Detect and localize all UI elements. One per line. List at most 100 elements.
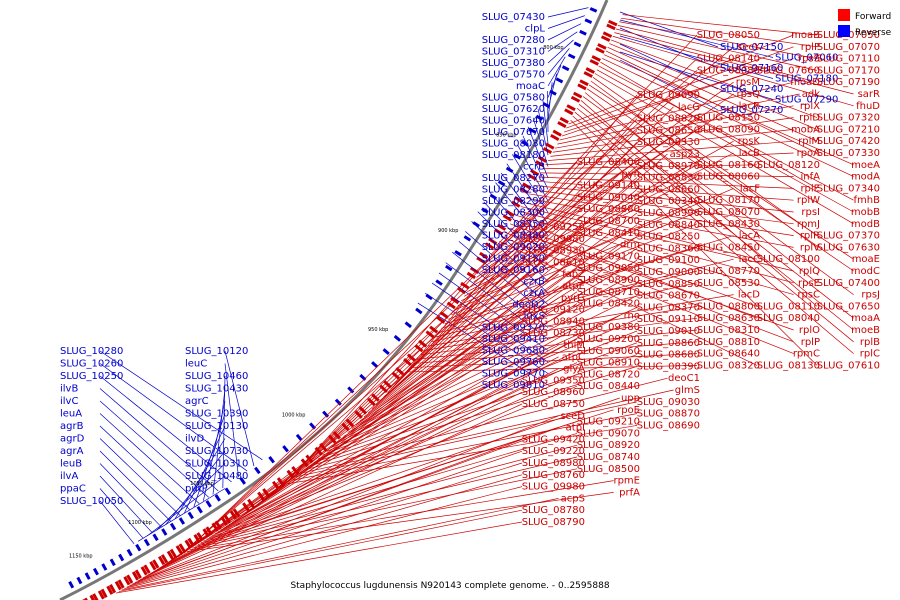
reverse-gene-label[interactable]: SLUG_08180 <box>482 150 545 161</box>
forward-gene-label[interactable]: rpmC <box>793 349 820 360</box>
forward-gene-label[interactable]: SLUG_08930 <box>522 246 585 257</box>
reverse-gene-label[interactable]: SLUG_09680 <box>482 346 545 357</box>
forward-gene-label[interactable]: asp23 <box>670 149 700 160</box>
reverse-gene-label[interactable]: SLUG_10730 <box>185 446 248 457</box>
forward-gene-label[interactable]: acpS <box>561 493 585 504</box>
forward-gene-label[interactable]: SLUG_08750 <box>522 399 585 410</box>
forward-gene-label[interactable]: SLUG_08920 <box>577 440 640 451</box>
forward-gene-label[interactable]: rplO <box>799 325 820 336</box>
forward-gene-label[interactable]: SLUG_07610 <box>817 360 880 371</box>
forward-gene-label[interactable]: SLUG_08790 <box>522 517 585 528</box>
forward-gene-label[interactable]: moaA <box>851 313 880 324</box>
forward-gene-label[interactable]: rplX <box>800 101 820 112</box>
reverse-gene-label[interactable]: ilvB <box>60 384 78 395</box>
forward-gene-label[interactable]: moaE <box>852 254 880 265</box>
forward-gene-label[interactable]: SLUG_08680 <box>637 350 700 361</box>
reverse-gene-label[interactable]: SLUG_07580 <box>482 93 545 104</box>
forward-gene-label[interactable]: modC <box>851 266 880 277</box>
reverse-gene-label[interactable]: ilvA <box>60 471 78 482</box>
reverse-gene-label[interactable]: deoD2 <box>512 300 545 311</box>
forward-gene-label[interactable]: SLUG_09080 <box>522 234 585 245</box>
reverse-gene-label[interactable]: SLUG_07270 <box>720 105 783 116</box>
forward-gene-label[interactable]: lacB <box>739 148 760 159</box>
reverse-gene-label[interactable]: agrD <box>60 434 85 445</box>
reverse-gene-label[interactable]: ilvC <box>60 396 78 407</box>
forward-gene-label[interactable]: SLUG_08360 <box>637 243 700 254</box>
forward-gene-label[interactable]: SLUG_09000 <box>637 267 700 278</box>
reverse-gene-label[interactable]: ilvD <box>185 434 204 445</box>
forward-gene-label[interactable]: SLUG_09090 <box>637 90 700 101</box>
forward-gene-label[interactable]: SLUG_09140 <box>577 181 640 192</box>
reverse-gene-label[interactable]: SLUG_07290 <box>775 95 838 106</box>
reverse-gene-label[interactable]: agrB <box>60 421 84 432</box>
forward-gene-label[interactable]: SLUG_08130 <box>757 360 820 371</box>
reverse-gene-label[interactable]: SLUG_09020 <box>482 242 545 253</box>
forward-gene-label[interactable]: rpoA <box>797 148 821 159</box>
forward-gene-label[interactable]: atpC <box>562 352 585 363</box>
forward-gene-label[interactable]: rpsS <box>798 54 820 65</box>
forward-gene-label[interactable]: lacD <box>738 290 760 301</box>
forward-gene-label[interactable]: SLUG_08990 <box>637 208 700 219</box>
reverse-gene-label[interactable]: SLUG_09160 <box>482 265 545 276</box>
reverse-gene-label[interactable]: agrC <box>185 396 209 407</box>
reverse-gene-label[interactable]: SLUG_10460 <box>185 371 248 382</box>
reverse-gene-label[interactable]: SLUG_07670 <box>482 127 545 138</box>
forward-gene-label[interactable]: fmhB <box>854 195 881 206</box>
forward-gene-label[interactable]: upp <box>621 393 640 404</box>
forward-gene-label[interactable]: SLUG_08660 <box>637 184 700 195</box>
forward-gene-label[interactable]: rplQ <box>799 266 820 277</box>
forward-gene-label[interactable]: SLUG_07330 <box>817 148 880 159</box>
forward-gene-label[interactable]: lacA <box>739 231 760 242</box>
forward-gene-label[interactable]: SLUG_08420 <box>577 299 640 310</box>
forward-gene-label[interactable]: modB <box>851 219 880 230</box>
forward-gene-label[interactable]: SLUG_08530 <box>697 278 760 289</box>
forward-gene-label[interactable]: rpsE <box>798 278 820 289</box>
forward-gene-label[interactable]: SLUG_08850 <box>637 279 700 290</box>
reverse-gene-label[interactable]: SLUG_07640 <box>482 116 545 127</box>
forward-gene-label[interactable]: rpsC <box>797 290 820 301</box>
reverse-gene-label[interactable]: agrA <box>60 446 84 457</box>
forward-gene-label[interactable]: SLUG_07650 <box>817 301 880 312</box>
forward-gene-label[interactable]: fabZ <box>562 269 585 280</box>
forward-gene-label[interactable]: SLUG_07110 <box>817 54 880 65</box>
reverse-gene-label[interactable]: SLUG_10390 <box>185 409 248 420</box>
forward-gene-label[interactable]: SLUG_08630 <box>697 313 760 324</box>
reverse-gene-label[interactable]: SLUG_08380 <box>482 231 545 242</box>
forward-gene-label[interactable]: SLUG_07370 <box>817 231 880 242</box>
forward-gene-label[interactable]: lacR <box>739 101 760 112</box>
forward-gene-label[interactable]: SLUG_08080 <box>697 65 760 76</box>
forward-gene-label[interactable]: pyn <box>621 169 640 180</box>
forward-gene-label[interactable]: SLUG_09120 <box>522 305 585 316</box>
reverse-gene-label[interactable]: leuB <box>60 459 82 470</box>
forward-gene-label[interactable]: moeB <box>851 325 880 336</box>
forward-gene-label[interactable]: SLUG_07400 <box>817 278 880 289</box>
forward-gene-label[interactable]: SLUG_08970 <box>637 161 700 172</box>
forward-gene-label[interactable]: SLUG_07320 <box>817 113 880 124</box>
forward-gene-label[interactable]: rplM <box>798 136 820 147</box>
forward-gene-label[interactable]: rpmE <box>613 476 640 487</box>
forward-gene-label[interactable]: SLUG_09100 <box>637 255 700 266</box>
forward-gene-label[interactable]: SLUG_09060 <box>577 346 640 357</box>
forward-gene-label[interactable]: SLUG_09980 <box>522 482 585 493</box>
forward-gene-label[interactable]: SLUG_08310 <box>697 325 760 336</box>
reverse-gene-label[interactable]: leuA <box>60 409 82 420</box>
forward-gene-label[interactable]: SLUG_09210 <box>577 417 640 428</box>
forward-gene-label[interactable]: SLUG_08830 <box>637 173 700 184</box>
forward-gene-label[interactable]: SLUG_08070 <box>697 207 760 218</box>
reverse-gene-label[interactable]: SLUG_10430 <box>185 384 248 395</box>
forward-gene-label[interactable]: deoC1 <box>668 373 700 384</box>
forward-gene-label[interactable]: sarR <box>858 89 880 100</box>
forward-gene-label[interactable]: SLUG_09010 <box>637 326 700 337</box>
forward-gene-label[interactable]: SLUG_08820 <box>637 114 700 125</box>
forward-gene-label[interactable]: SLUG_07190 <box>817 77 880 88</box>
forward-gene-label[interactable]: SLUG_08050 <box>697 30 760 41</box>
forward-gene-label[interactable]: SLUG_08140 <box>697 54 760 65</box>
forward-gene-label[interactable]: SLUG_09220 <box>522 446 585 457</box>
forward-gene-label[interactable]: SLUG_08060 <box>697 172 760 183</box>
forward-gene-label[interactable]: SLUG_08440 <box>577 381 640 392</box>
forward-gene-label[interactable]: rplP <box>801 337 820 348</box>
reverse-gene-label[interactable]: SLUG_10480 <box>185 471 248 482</box>
forward-gene-label[interactable]: SLUG_08640 <box>697 349 760 360</box>
forward-gene-label[interactable]: rpmJ <box>797 219 820 230</box>
forward-gene-label[interactable]: SLUG_07340 <box>817 183 880 194</box>
